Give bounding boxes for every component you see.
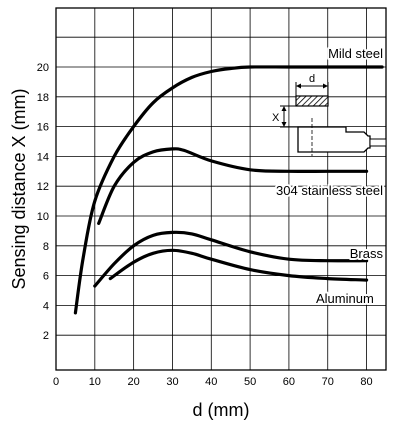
y-tick-label: 4 (43, 300, 49, 312)
label-mild-steel-halo: Mild steel (328, 46, 383, 61)
x-tick-label: 30 (166, 376, 178, 388)
x-axis-title: d (mm) (193, 400, 250, 420)
label-brass: Brass (350, 246, 384, 261)
y-tick-label: 6 (43, 271, 49, 283)
label-brass-halo: Brass (350, 246, 384, 261)
y-tick-label: 12 (37, 181, 49, 193)
inset-x-label: X (272, 112, 280, 124)
label-aluminum-halo: Aluminum (316, 291, 374, 306)
inset-diagram: d X (272, 73, 387, 156)
label-304-stainless-steel: 304 stainless steel (276, 183, 383, 198)
inset-sensor-body (297, 126, 371, 153)
y-tick-label: 20 (37, 62, 49, 74)
y-tick-label: 8 (43, 241, 49, 253)
x-tick-label: 70 (322, 376, 334, 388)
inset-target-plate (295, 95, 329, 107)
inset-d-arrowhead-left (296, 83, 301, 89)
series-mild-steel (73, 65, 384, 315)
inset-d-arrowhead-right (323, 83, 328, 89)
y-axis-title: Sensing distance X (mm) (9, 88, 29, 289)
label-mild-steel: Mild steel (328, 46, 383, 61)
series-304-stainless-steel (97, 147, 369, 225)
series-brass (93, 230, 369, 288)
label-304-stainless-steel-halo: 304 stainless steel (276, 183, 383, 198)
y-tick-label: 18 (37, 92, 49, 104)
x-tick-label: 80 (360, 376, 372, 388)
x-tick-label: 10 (89, 376, 101, 388)
tick-labels: 0 10 20 30 40 50 60 70 80 2 4 6 8 10 12 14 16 18 20 (37, 62, 373, 388)
x-tick-label: 50 (244, 376, 256, 388)
series-aluminum (108, 248, 369, 282)
label-aluminum: Aluminum (316, 291, 374, 306)
y-tick-label: 16 (37, 122, 49, 134)
x-tick-label: 20 (128, 376, 140, 388)
series-group (73, 65, 384, 315)
plot-frame (55, 7, 387, 371)
inset-cable (369, 138, 387, 147)
x-tick-label: 40 (205, 376, 217, 388)
inset-d-label: d (309, 73, 315, 85)
inset-x-arrowhead-top (281, 106, 287, 111)
x-tick-label: 0 (53, 376, 59, 388)
inset-x-arrowhead-bottom (281, 122, 287, 127)
y-tick-label: 10 (37, 211, 49, 223)
y-tick-label: 14 (37, 151, 49, 163)
x-tick-label: 60 (283, 376, 295, 388)
y-tick-label: 2 (43, 330, 49, 342)
